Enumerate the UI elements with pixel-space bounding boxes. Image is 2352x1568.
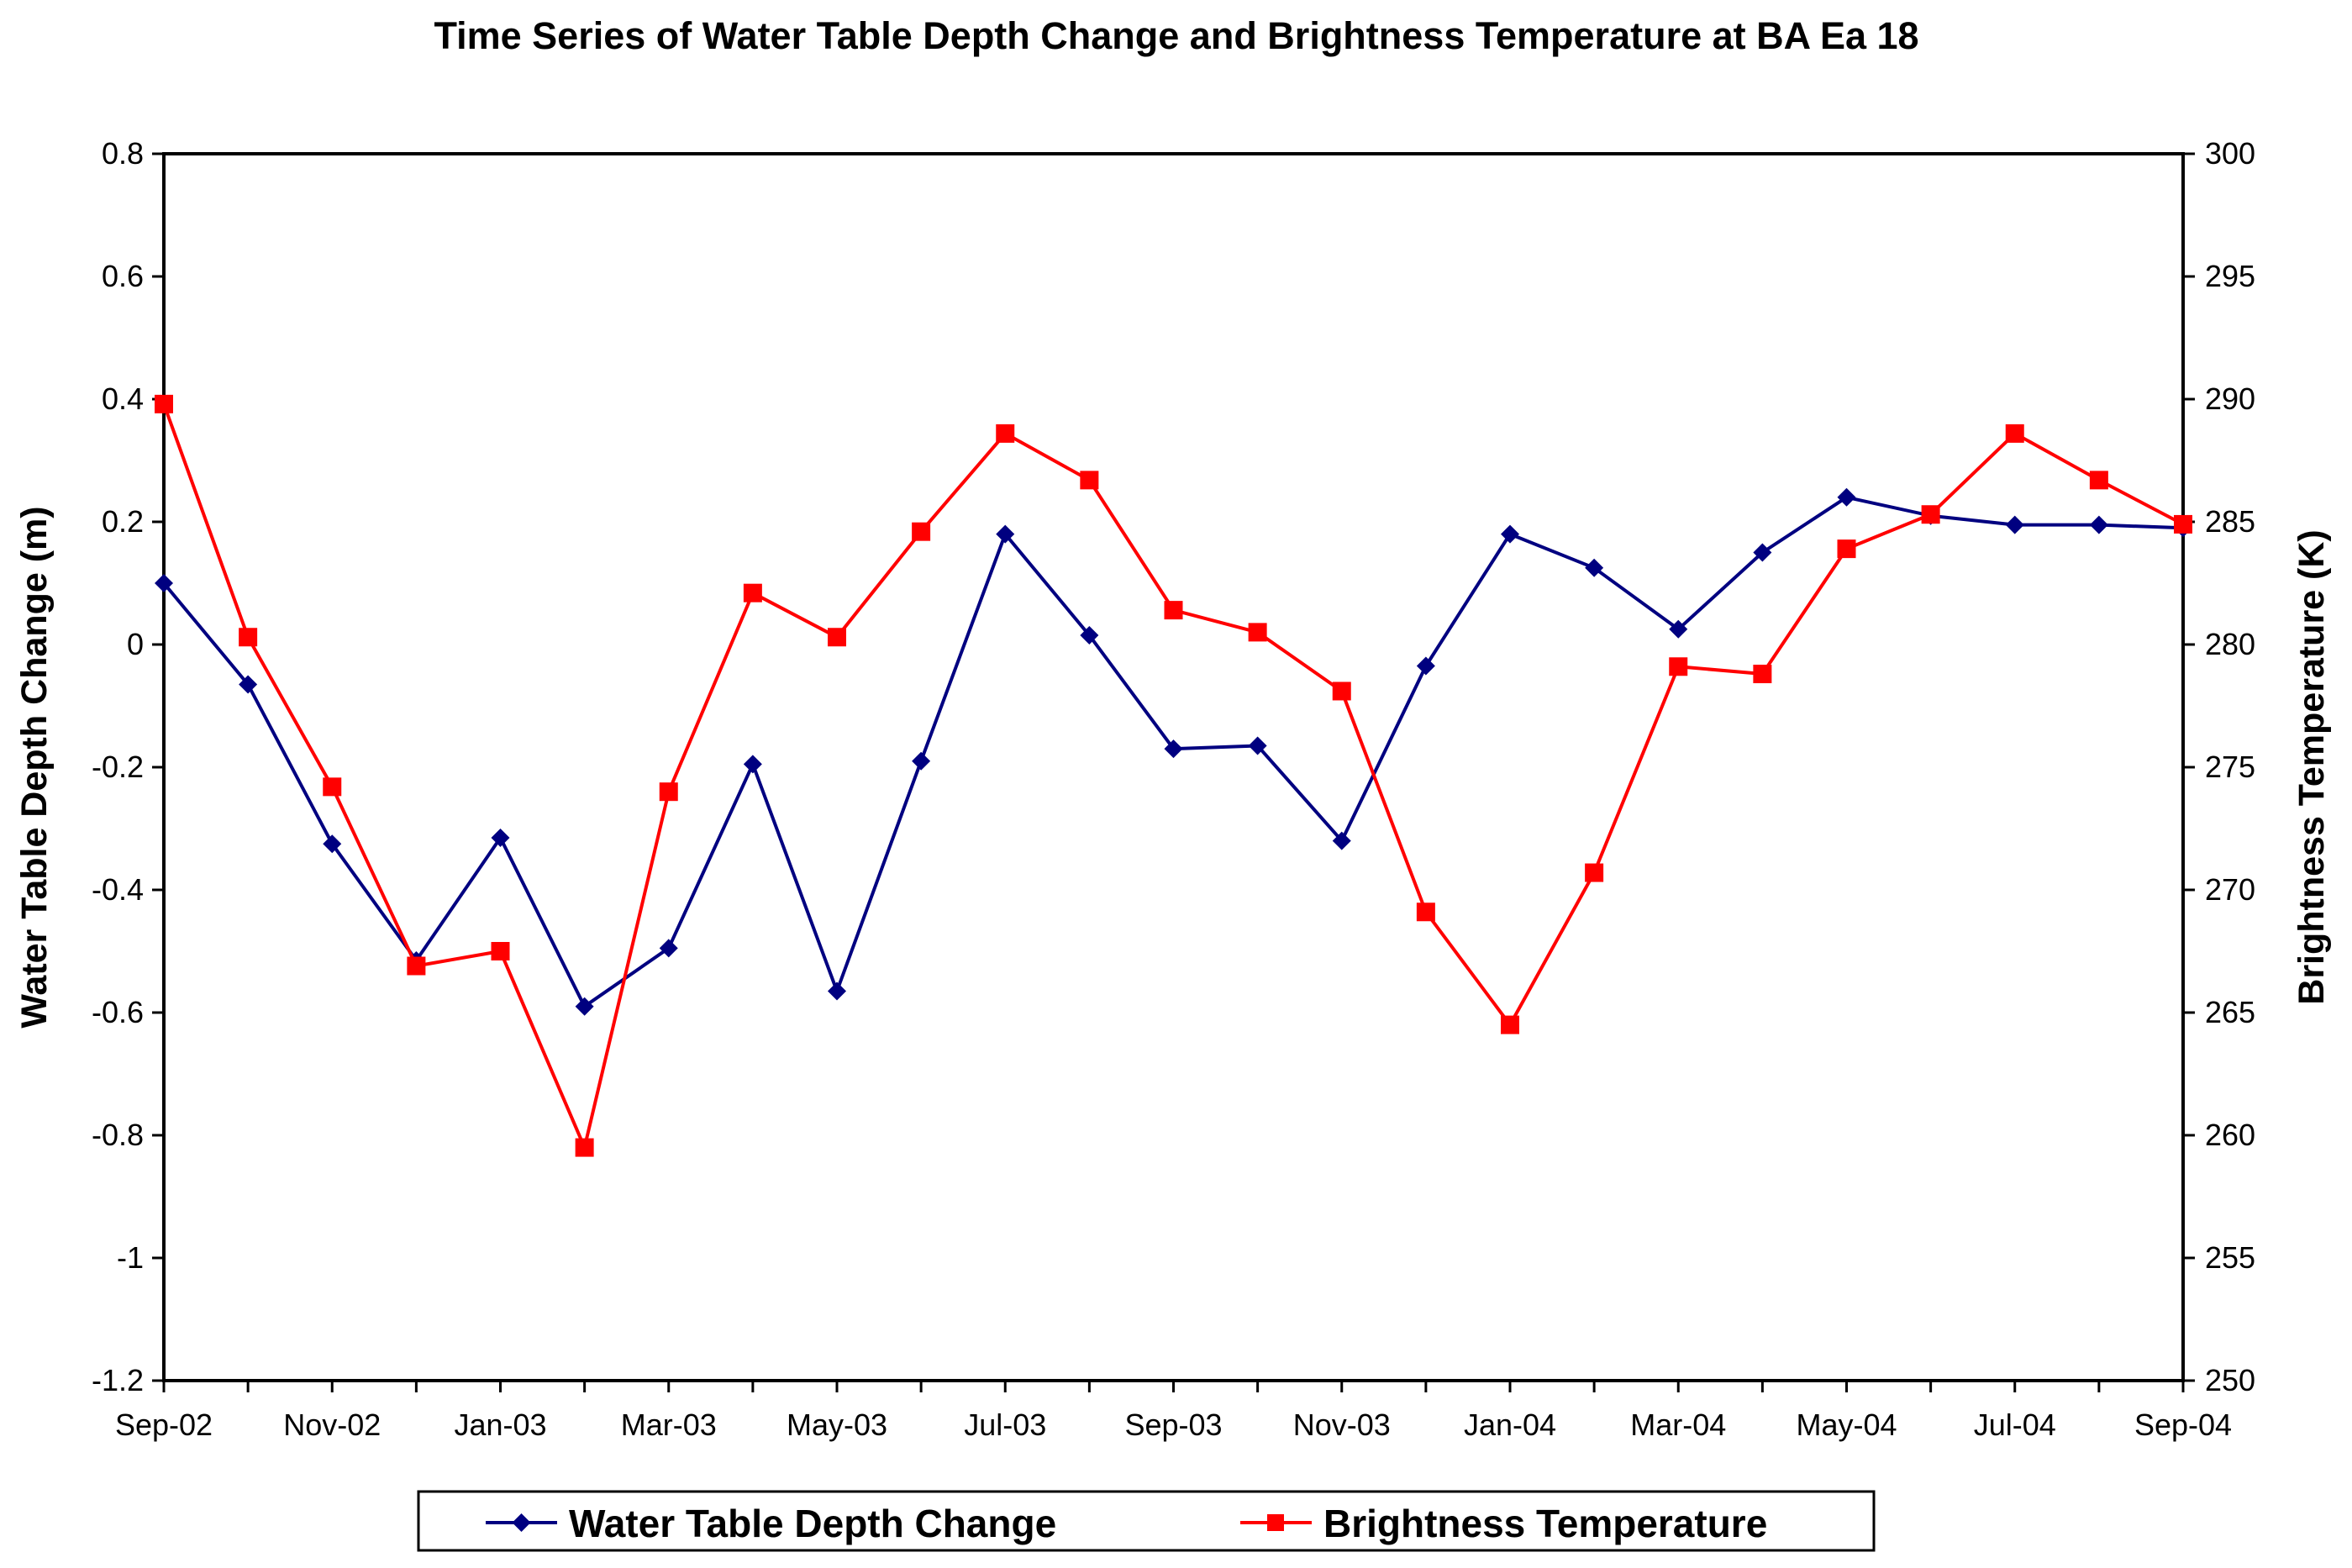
data-point <box>1164 601 1183 620</box>
data-point <box>1416 656 1435 676</box>
data-point <box>2174 514 2192 534</box>
series-brightness-temperature <box>155 394 2192 1157</box>
data-point <box>323 777 342 797</box>
x-tick-label: May-03 <box>787 1408 887 1442</box>
data-point <box>1332 831 1351 850</box>
x-tick-label: Nov-02 <box>283 1408 381 1442</box>
data-point <box>239 675 258 694</box>
data-point <box>155 574 173 592</box>
data-point <box>912 751 931 771</box>
data-point <box>1164 739 1183 759</box>
data-point <box>2089 515 2108 534</box>
right-tick-label: 300 <box>2205 136 2255 171</box>
left-tick-label: -1.2 <box>92 1363 144 1397</box>
left-tick-label: 0.4 <box>102 381 144 416</box>
right-tick-label: 260 <box>2205 1118 2255 1152</box>
data-point <box>1753 543 1772 562</box>
data-point <box>1248 623 1267 642</box>
left-tick-label: 0 <box>127 627 144 661</box>
left-tick-label: -1 <box>117 1240 144 1275</box>
data-point <box>2005 424 2024 443</box>
data-point <box>2089 471 2108 490</box>
x-tick-label: Sep-02 <box>115 1408 213 1442</box>
data-point <box>1416 902 1435 922</box>
data-point <box>575 1138 594 1157</box>
data-point <box>1753 665 1772 684</box>
right-tick-label: 255 <box>2205 1240 2255 1275</box>
x-tick-label: Jul-03 <box>964 1408 1046 1442</box>
right-tick-label: 250 <box>2205 1363 2255 1397</box>
x-tick-label: Nov-03 <box>1293 1408 1391 1442</box>
legend-marker-water-table <box>512 1513 531 1532</box>
right-axis-label: Brightness Temperature (K) <box>2291 529 2332 1004</box>
data-point <box>1248 736 1267 755</box>
right-tick-label: 275 <box>2205 750 2255 784</box>
data-point <box>1837 487 1856 507</box>
data-point <box>575 997 594 1016</box>
data-point <box>323 834 342 854</box>
legend-label-water-table: Water Table Depth Change <box>569 1502 1056 1545</box>
x-tick-label: Mar-03 <box>621 1408 717 1442</box>
chart-title: Time Series of Water Table Depth Change … <box>434 14 1918 57</box>
data-point <box>912 522 931 541</box>
left-tick-label: 0.2 <box>102 504 144 539</box>
right-tick-label: 285 <box>2205 504 2255 539</box>
data-point <box>491 942 510 960</box>
plot-area <box>162 152 2185 1382</box>
data-point <box>1585 863 1604 882</box>
legend: Water Table Depth Change Brightness Temp… <box>417 1490 1876 1552</box>
left-tick-label: 0.6 <box>102 259 144 293</box>
left-tick-label: -0.2 <box>92 750 144 784</box>
x-tick-label: Jan-04 <box>1464 1408 1556 1442</box>
x-tick-label: Sep-04 <box>2134 1408 2232 1442</box>
data-point <box>1080 471 1099 490</box>
data-point <box>1080 626 1099 645</box>
x-tick-label: May-04 <box>1796 1408 1897 1442</box>
data-point <box>491 828 510 847</box>
data-point <box>1921 505 1940 524</box>
legend-label-brightness-temperature: Brightness Temperature <box>1323 1502 1767 1545</box>
data-point <box>155 394 173 413</box>
data-point <box>659 939 678 958</box>
right-tick-label: 290 <box>2205 381 2255 416</box>
data-point <box>1332 681 1351 701</box>
left-axis-ticks: 0.8 0.6 0.4 0.2 0 -0.2 -0.4 -0.6 -0.8 -1 -1.2 <box>92 136 164 1397</box>
data-point <box>2005 515 2024 534</box>
left-tick-label: 0.8 <box>102 136 144 171</box>
left-tick-label: -0.4 <box>92 872 144 907</box>
x-tick-label: Sep-03 <box>1124 1408 1222 1442</box>
data-point <box>1501 524 1519 544</box>
right-tick-label: 265 <box>2205 995 2255 1029</box>
x-tick-label: Mar-04 <box>1630 1408 1726 1442</box>
legend-marker-brightness-temperature <box>1267 1514 1284 1531</box>
data-point <box>239 628 258 647</box>
right-tick-label: 280 <box>2205 627 2255 661</box>
data-point <box>743 583 762 602</box>
legend-box <box>417 1490 1876 1552</box>
data-point <box>1837 539 1856 559</box>
data-point <box>659 782 678 802</box>
data-point <box>996 524 1015 544</box>
x-tick-label: Jan-03 <box>454 1408 546 1442</box>
data-point <box>1585 558 1604 577</box>
data-point <box>407 956 426 976</box>
data-point <box>996 424 1015 443</box>
data-point <box>1669 619 1688 639</box>
x-axis-ticks: Sep-02 Nov-02 Jan-03 Mar-03 May-03 Jul-03 Sep-… <box>115 1381 2232 1442</box>
data-point <box>1669 657 1688 676</box>
left-axis-label: Water Table Depth Change (m) <box>14 506 55 1028</box>
left-tick-label: -0.6 <box>92 995 144 1029</box>
data-point <box>828 628 846 647</box>
right-tick-label: 270 <box>2205 872 2255 907</box>
left-tick-label: -0.8 <box>92 1118 144 1152</box>
right-tick-label: 295 <box>2205 259 2255 293</box>
right-axis-ticks: 300 295 290 285 280 275 270 265 260 255 250 <box>2183 136 2255 1397</box>
data-point <box>1501 1015 1519 1034</box>
data-point <box>828 981 846 1001</box>
data-point <box>743 755 762 774</box>
x-tick-label: Jul-04 <box>1974 1408 2056 1442</box>
